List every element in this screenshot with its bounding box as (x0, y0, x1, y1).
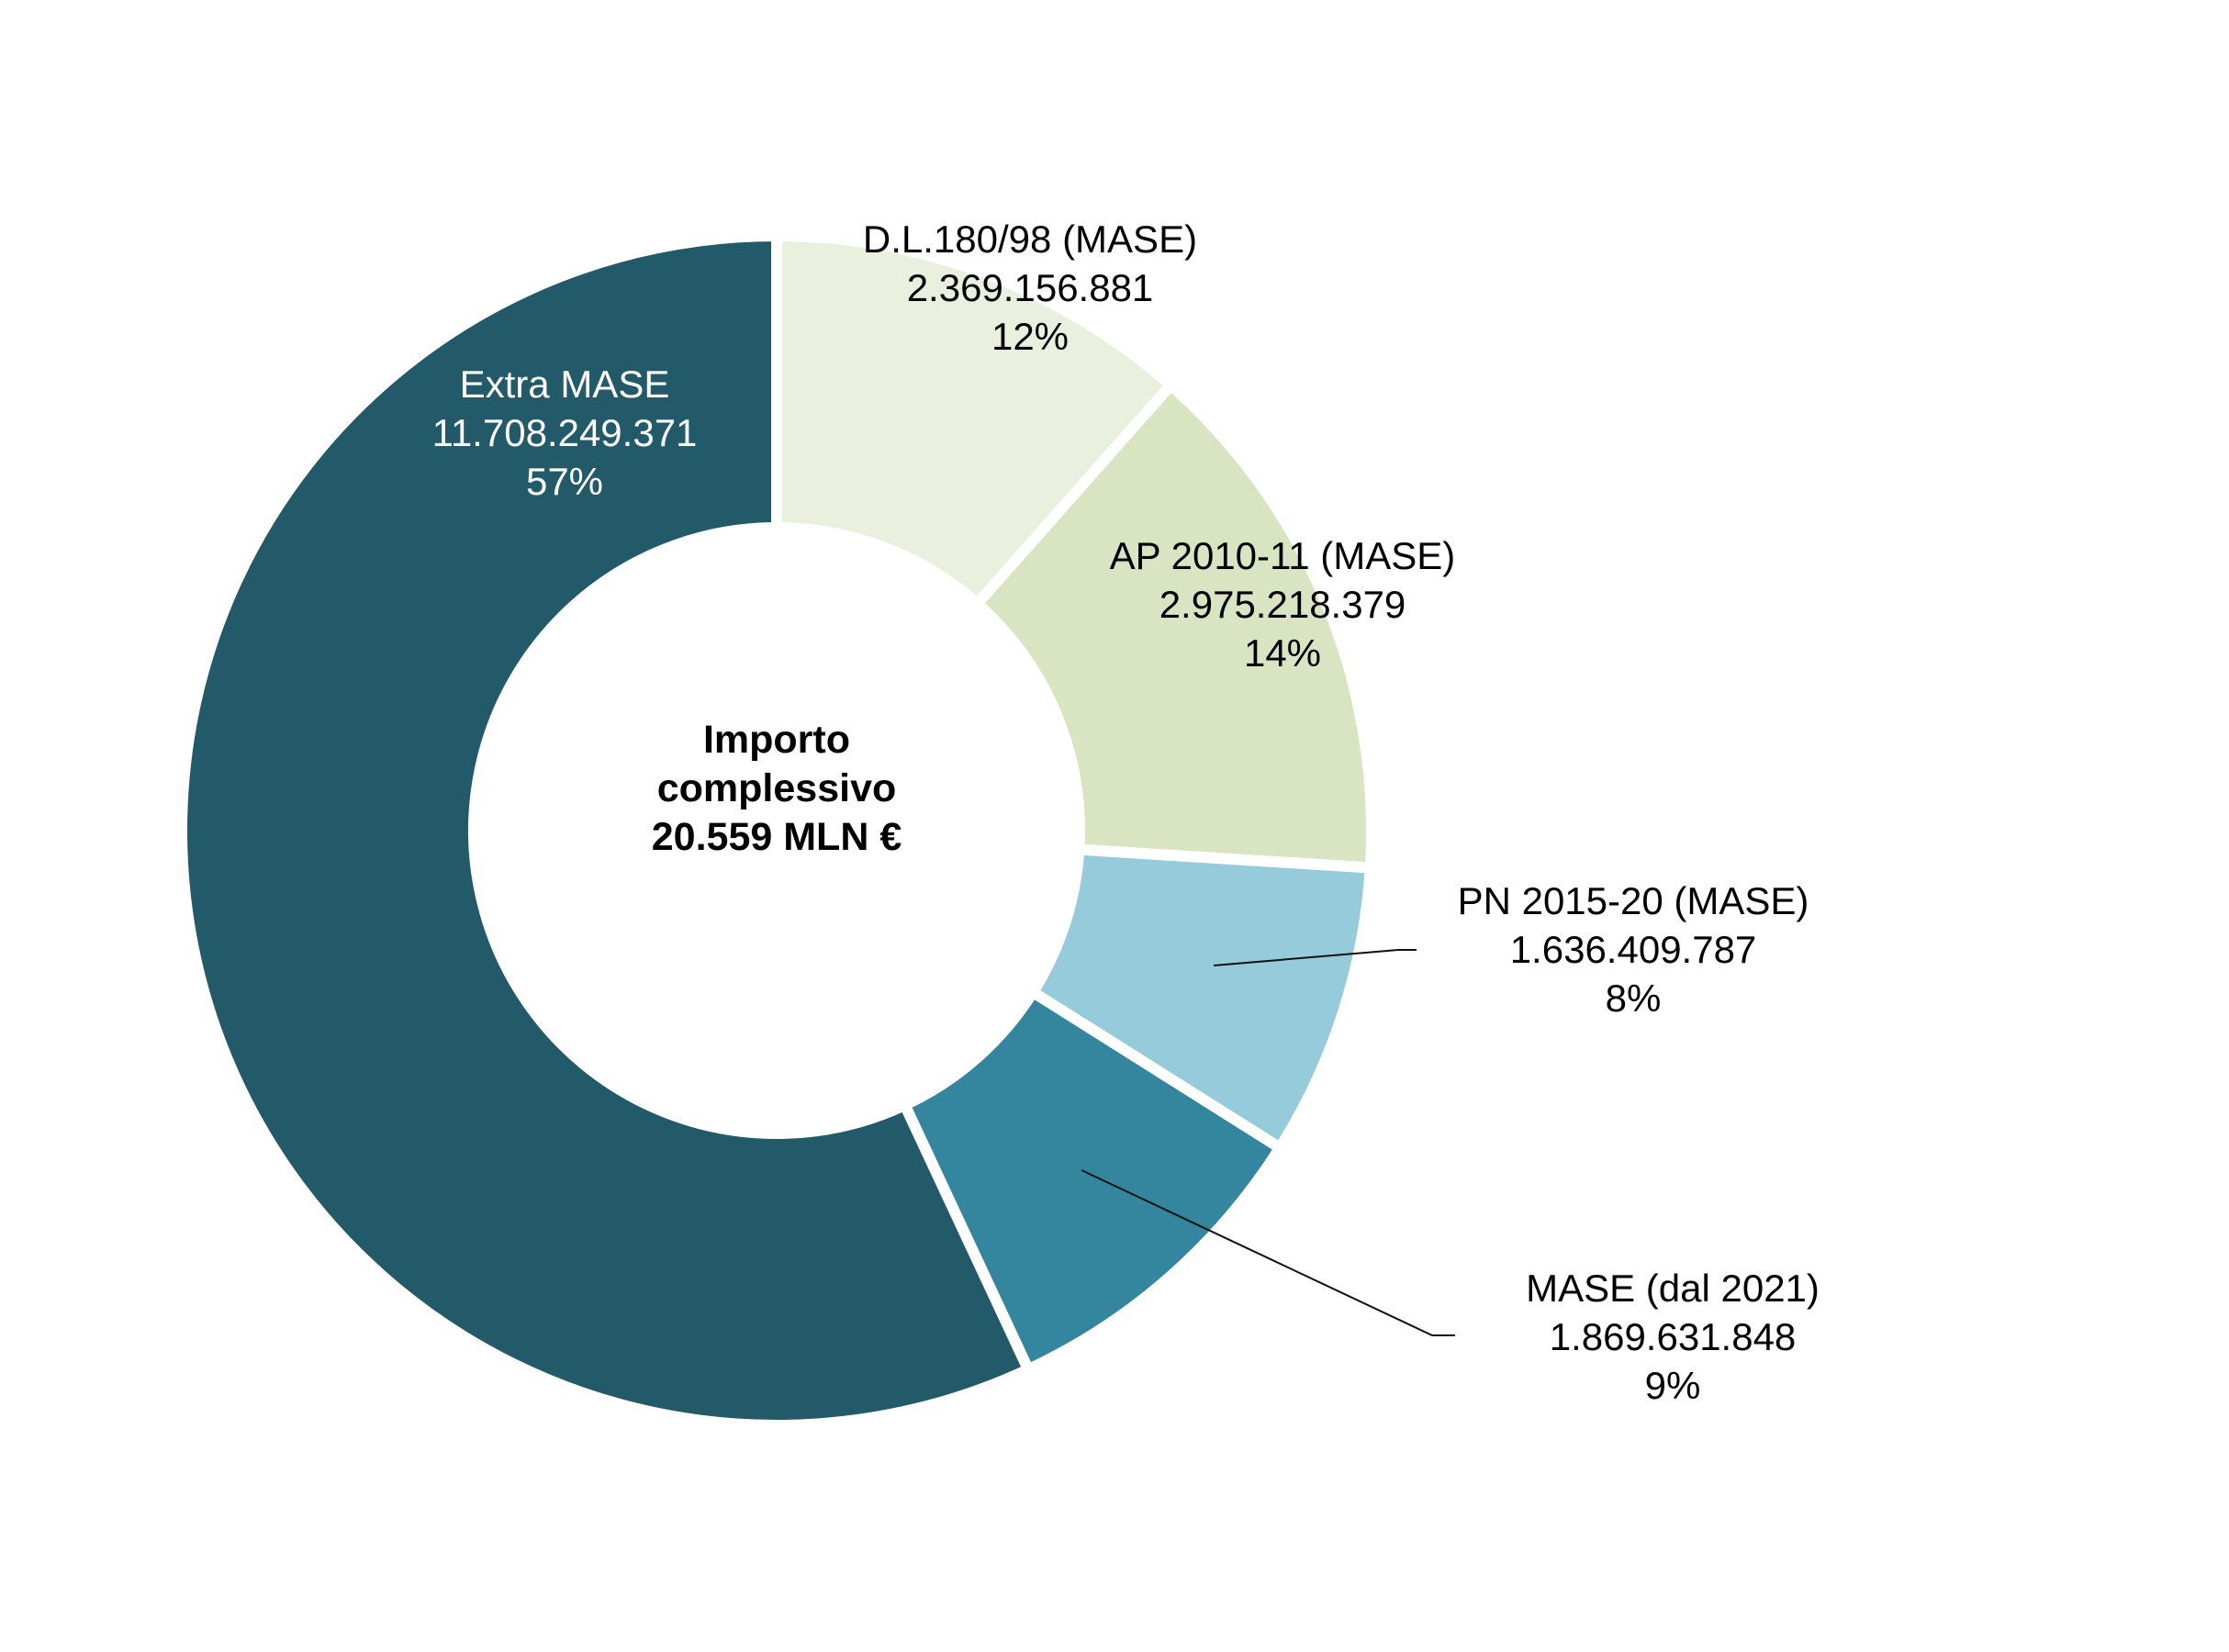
center-label-line-1: Importo (703, 718, 850, 762)
center-label-line-3: 20.559 MLN € (652, 815, 902, 859)
leader-line-pn-2015-20-mase (1213, 949, 1417, 966)
slice-label-value-pn-2015-20-mase: 1.636.409.787 (1510, 928, 1757, 971)
slice-label-value-mase-dal-2021: 1.869.631.848 (1550, 1315, 1797, 1358)
slice-pn-2015-20-mase (1025, 843, 1377, 1155)
leader-line-mase-dal-2021 (1081, 1169, 1455, 1336)
slice-label-name-ap-2010-11-mase: AP 2010-11 (MASE) (1110, 534, 1456, 577)
slice-label-percent-d-l-180-98-mase: 12% (991, 315, 1069, 358)
slice-label-name-extra-mase: Extra MASE (460, 363, 670, 406)
slice-label-value-d-l-180-98-mase: 2.369.156.881 (907, 266, 1154, 309)
slice-label-percent-pn-2015-20-mase: 8% (1606, 977, 1662, 1020)
slice-labels: D.L.180/98 (MASE) 2.369.156.881 12% AP 2010… (432, 218, 1820, 1407)
slice-label-value-extra-mase: 11.708.249.371 (432, 411, 698, 454)
slices-layer (176, 229, 1377, 1431)
slice-mase-dal-2021 (897, 984, 1288, 1378)
slice-label-percent-extra-mase: 57% (526, 460, 603, 503)
slice-ap-2010-11-mase (969, 377, 1377, 874)
center-label: Importo complessivo 20.559 MLN € (652, 718, 902, 859)
slice-label-name-pn-2015-20-mase: PN 2015-20 (MASE) (1458, 879, 1809, 922)
center-label-line-2: complessivo (657, 766, 897, 810)
slice-label-name-d-l-180-98-mase: D.L.180/98 (MASE) (863, 218, 1197, 261)
leader-lines (1081, 949, 1455, 1336)
slice-extra-mase (176, 229, 1036, 1431)
slice-label-percent-mase-dal-2021: 9% (1645, 1364, 1701, 1407)
slice-label-name-mase-dal-2021: MASE (dal 2021) (1526, 1267, 1820, 1310)
slice-label-value-ap-2010-11-mase: 2.975.218.379 (1159, 583, 1406, 626)
slice-label-percent-ap-2010-11-mase: 14% (1244, 631, 1321, 675)
slice-d-l-180-98-mase (771, 229, 1179, 612)
